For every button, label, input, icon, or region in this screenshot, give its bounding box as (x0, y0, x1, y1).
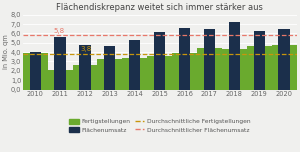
Title: Flächendiskrepanz weitet sich immer stärker aus: Flächendiskrepanz weitet sich immer stär… (56, 3, 263, 12)
Text: 3,8: 3,8 (81, 46, 92, 52)
Bar (122, 58, 147, 90)
Bar (80, 45, 91, 90)
Bar (129, 40, 140, 90)
Bar (254, 31, 265, 90)
Bar (23, 53, 48, 90)
Bar (179, 28, 190, 90)
Bar (55, 37, 66, 90)
Bar (104, 46, 116, 90)
Bar (278, 29, 290, 90)
Bar (229, 22, 240, 90)
Bar (147, 56, 172, 90)
Bar (197, 48, 222, 90)
Bar (272, 45, 296, 90)
Legend: Fertigstellungen, Flächenumsatz, Durchschnittliche Fertigstellungen, Durchschnit: Fertigstellungen, Flächenumsatz, Durchsc… (67, 117, 253, 135)
Bar (172, 53, 197, 90)
Bar (154, 32, 165, 90)
Text: 5,8: 5,8 (53, 28, 64, 34)
Bar (48, 70, 73, 90)
Bar (73, 65, 98, 90)
Bar (222, 49, 247, 90)
Bar (98, 59, 122, 90)
Bar (204, 29, 215, 90)
Y-axis label: in Mio. qm: in Mio. qm (4, 35, 10, 69)
Bar (247, 47, 272, 90)
Bar (30, 52, 41, 90)
